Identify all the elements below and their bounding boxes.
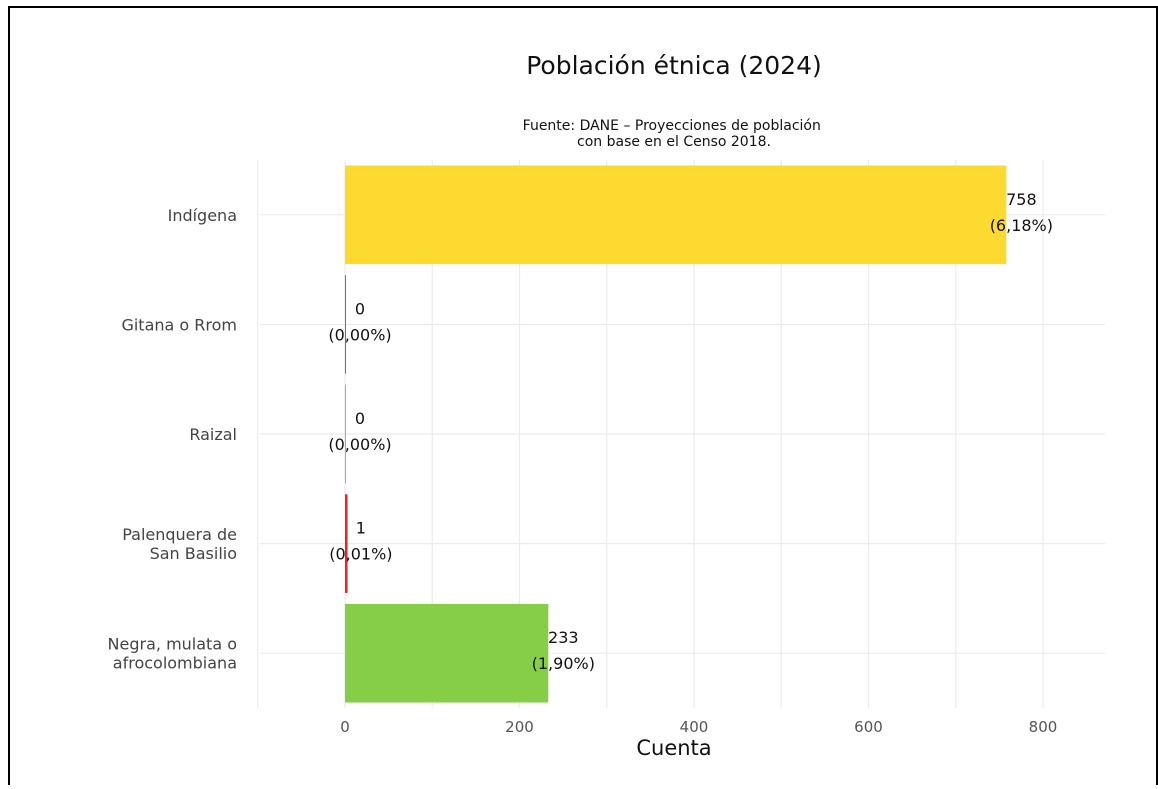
data-label-percent: (6,18%) (990, 216, 1053, 235)
data-label-percent: (0,01%) (329, 545, 392, 564)
bar (345, 494, 348, 593)
y-tick-label: Raizal (189, 425, 237, 444)
x-tick-label: 200 (505, 718, 534, 736)
y-tick-label: Gitana o Rrom (121, 315, 237, 334)
bars (345, 165, 1007, 703)
chart-frame: 758 (6,18%) 0 (0,00%) 0 (0,00%) 1 (0,01%) 233 (1,… (8, 6, 1158, 785)
data-label-value: 0 (355, 299, 365, 318)
x-tick-label: 400 (680, 718, 709, 736)
bar-chart: 758 (6,18%) 0 (0,00%) 0 (0,00%) 1 (0,01%) 233 (1,… (108, 51, 1105, 760)
y-tick-label: San Basilio (150, 544, 237, 563)
chart-subtitle-line-2: con base en el Censo 2018. (577, 134, 771, 150)
y-tick-label: Indígena (168, 206, 237, 225)
data-label-percent: (0,00%) (328, 435, 391, 454)
x-tick-label: 800 (1029, 718, 1058, 736)
x-tick-label: 600 (854, 718, 883, 736)
data-label-value: 758 (1006, 190, 1037, 209)
y-tick-label: Negra, mulata o (108, 635, 237, 654)
x-axis-label: Cuenta (636, 736, 711, 760)
data-label-percent: (1,90%) (532, 654, 595, 673)
chart-title: Población étnica (2024) (526, 51, 822, 80)
x-axis-ticks: 0 200 400 600 800 (340, 718, 1057, 736)
data-label-value: 0 (355, 409, 365, 428)
bar (345, 603, 549, 703)
chart-subtitle: Fuente: DANE – Proyecciones de población… (523, 118, 826, 150)
data-label-value: 233 (548, 628, 579, 647)
data-label-percent: (0,00%) (328, 325, 391, 344)
chart-subtitle-line-1: Fuente: DANE – Proyecciones de población (523, 118, 821, 134)
x-tick-label: 0 (340, 718, 350, 736)
y-axis-ticks: Indígena Gitana o Rrom Raizal Palenquera de… (108, 206, 237, 673)
data-label-value: 1 (356, 519, 366, 538)
bar (345, 275, 346, 374)
y-tick-label: afrocolombiana (113, 654, 237, 673)
data-labels: 758 (6,18%) 0 (0,00%) 0 (0,00%) 1 (0,01%) 233 (1,… (328, 190, 1053, 673)
bar (345, 165, 1007, 265)
y-tick-label: Palenquera de (122, 525, 237, 544)
bar (345, 384, 346, 484)
